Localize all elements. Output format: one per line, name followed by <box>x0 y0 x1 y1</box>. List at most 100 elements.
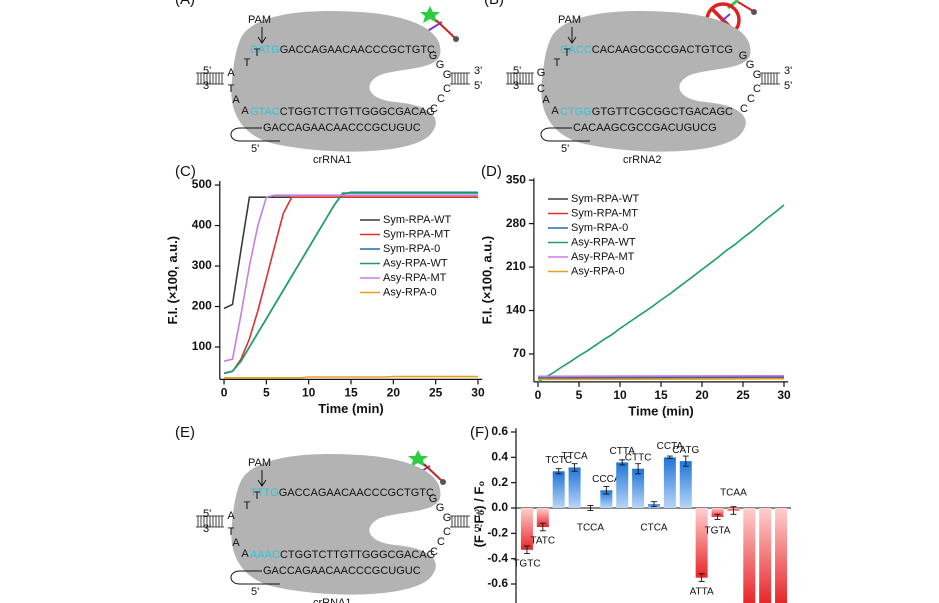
line-series <box>537 378 785 381</box>
error-bar <box>714 513 721 520</box>
base: G <box>436 502 445 514</box>
base: A <box>241 105 249 117</box>
helix <box>450 72 470 85</box>
base: A <box>551 105 559 117</box>
crrna-seq: GACCAGAACAACCCGCUGUC <box>263 565 421 577</box>
y-tick-label: 70 <box>513 346 527 360</box>
top-strand-pam: CATG <box>250 44 280 56</box>
legend-label: Sym-RPA-WT <box>383 214 452 226</box>
base: C <box>537 83 545 95</box>
y-tick-label: 210 <box>506 259 526 273</box>
error-bar <box>539 522 546 532</box>
error-bar <box>730 506 737 515</box>
bar-label: CCCA <box>592 474 621 485</box>
y-tick-label: 300 <box>192 258 212 272</box>
bar <box>520 508 533 550</box>
base: T <box>244 57 251 69</box>
bar-label: CCTA <box>657 441 684 452</box>
bottom-strand-pam: CTGG <box>560 106 592 118</box>
base: C <box>753 83 761 95</box>
x-tick-label: 15 <box>344 386 358 400</box>
crrna-end: 5' <box>561 143 569 155</box>
line-series <box>537 376 785 379</box>
end-label: 5' <box>203 65 211 77</box>
top-strand-pam: GACC <box>560 44 592 56</box>
base: T <box>228 526 235 538</box>
bar-label: TATC <box>531 536 556 547</box>
y-tick-label: -0.6 <box>487 576 508 590</box>
base: G <box>429 50 438 62</box>
base: G <box>436 59 445 71</box>
crrna-name: crRNA1 <box>313 154 352 166</box>
bottom-strand: CTGGGTGTTCGCGGCTGACAGC <box>560 106 733 118</box>
base: G <box>443 512 452 524</box>
pam-arrow <box>567 27 577 44</box>
x-tick-label: 0 <box>535 388 542 402</box>
base: C <box>747 93 755 105</box>
base: T <box>228 83 235 95</box>
bar <box>679 461 692 508</box>
legend-label: Asy-RPA-0 <box>383 286 437 298</box>
base: A <box>241 548 249 560</box>
base: C <box>430 546 438 558</box>
bar <box>743 508 756 603</box>
bar-label: TTCA <box>562 451 588 462</box>
diagram: PAM CATGGACCAGAACAACCCGCTGTC GTACCTGGTCTTG… <box>196 10 482 166</box>
x-tick-label: 15 <box>654 388 668 402</box>
y-axis-title: F.I. (×100, a.u.) <box>479 236 494 325</box>
diagram: PAMTTTGGACCAGAACAACCCGCTGTCAAACCTGGTCTTG… <box>196 453 482 603</box>
pam-arrow <box>257 470 267 487</box>
y-tick-label: 0.0 <box>491 500 508 514</box>
panel-label: (E) <box>175 424 195 441</box>
y-axis-title: F.I. (×100, a.u.) <box>165 236 180 325</box>
crrna-end: 5' <box>251 586 259 598</box>
error-bar <box>682 455 689 467</box>
error-bar <box>555 468 562 475</box>
end-label: 5' <box>784 80 792 92</box>
end-label: 3' <box>203 80 211 92</box>
crrna-name: crRNA1 <box>313 597 352 603</box>
top-strand: TTTGGACCAGAACAACCCGCTGTC <box>250 487 434 499</box>
y-axis-title: (F - F₀) / F₀ <box>471 481 486 548</box>
line-series <box>223 194 478 362</box>
y-tick-label: 0.4 <box>491 450 508 464</box>
y-tick-label: 500 <box>192 177 212 191</box>
bar-label: TGTC <box>513 558 540 569</box>
top-strand-seq: GACCAGAACAACCCGCTGTC <box>279 487 434 499</box>
end-label: 3' <box>784 65 792 77</box>
legend-label: Sym-RPA-0 <box>571 222 628 234</box>
y-tick-label: -0.2 <box>487 526 508 540</box>
error-bar <box>666 455 673 460</box>
bottom-strand: GTACCTGGTCTTGTTGGGCGACAG <box>250 106 435 118</box>
y-tick-label: 200 <box>192 299 212 313</box>
pam-arrow <box>257 27 267 44</box>
legend-label: Sym-RPA-0 <box>383 243 440 255</box>
top-strand-seq: GACCAGAACAACCCGCTGTC <box>280 44 435 56</box>
y-tick-label: 0.6 <box>491 424 508 438</box>
bottom-strand-seq: CTGGTCTTGTTGGGCGACAG <box>280 106 435 118</box>
pam-label: PAM <box>248 14 271 26</box>
x-tick-label: 20 <box>695 388 709 402</box>
legend-label: Sym-RPA-WT <box>571 193 640 205</box>
legend-label: Sym-RPA-MT <box>383 228 450 240</box>
legend-label: Asy-RPA-MT <box>383 272 447 284</box>
line-series <box>224 375 478 379</box>
base: A <box>227 67 235 79</box>
end-label: 3' <box>474 65 482 77</box>
base: G <box>739 50 748 62</box>
base: G <box>746 59 755 71</box>
bar <box>568 467 581 508</box>
legend-label: Asy-RPA-0 <box>571 265 625 277</box>
error-bar <box>651 501 657 508</box>
bottom-strand-seq: CTGGTCTTGTTGGGCGACAG <box>280 549 435 561</box>
bar-label: TCTC <box>545 455 572 466</box>
y-tick-label: 280 <box>506 216 526 230</box>
helix <box>760 72 780 85</box>
y-tick-label: 140 <box>506 303 526 317</box>
end-label: 5' <box>203 508 211 520</box>
x-tick-label: 30 <box>777 388 791 402</box>
bar <box>711 508 724 517</box>
bottom-strand: AAACCTGGTCTTGTTGGGCGACAG <box>250 549 435 561</box>
base: T <box>554 57 561 69</box>
